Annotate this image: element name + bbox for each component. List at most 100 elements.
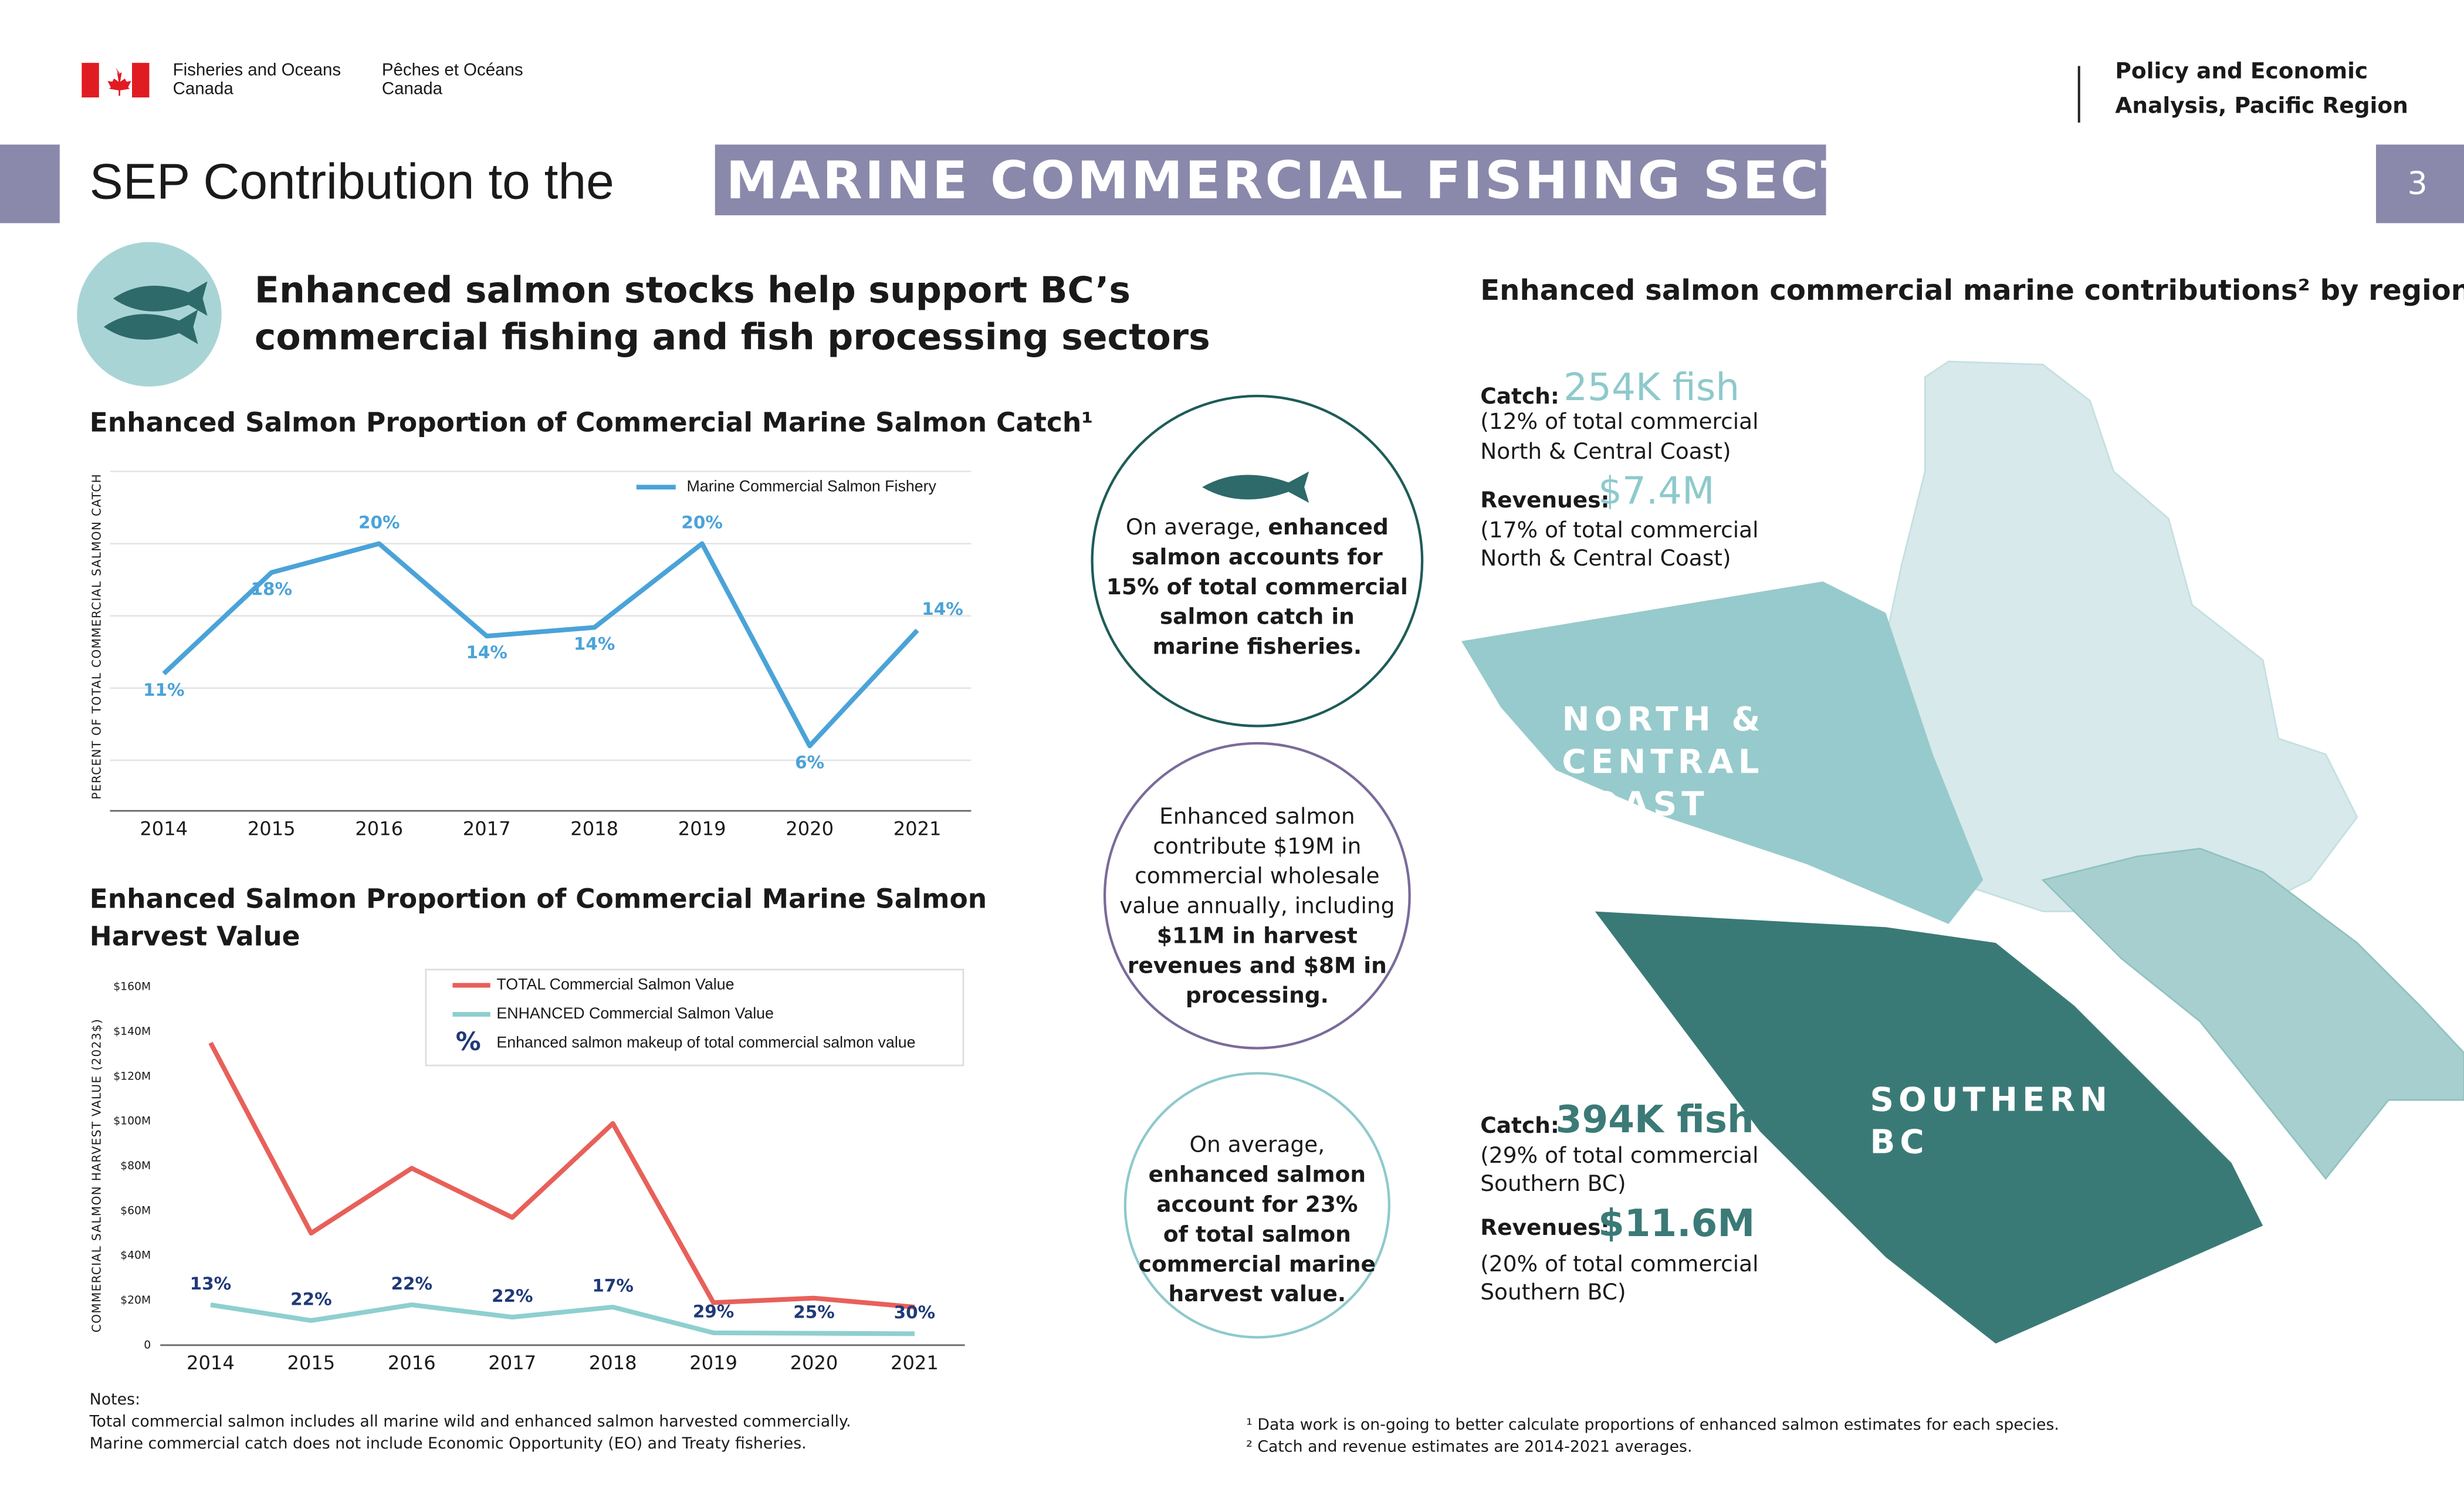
y-tick-label: $40M (120, 1250, 151, 1262)
data-label: 22% (290, 1289, 332, 1309)
callout-text: value annually, including (1119, 892, 1395, 918)
callout-line: revenues and $8M in (1128, 952, 1387, 978)
y-axis-label: COMMERCIAL SALMON HARVEST VALUE (2023$) (90, 1018, 104, 1332)
callout-circle (1091, 394, 1424, 727)
callout-text: marine fisheries. (1153, 633, 1362, 659)
dept-fr: Pêches et Océans (382, 60, 523, 79)
intro-heading: Enhanced salmon stocks help support BC’s (255, 269, 1131, 311)
callout-text: $11M in harvest (1157, 922, 1358, 948)
callout-text: contribute $19M in (1153, 832, 1361, 858)
data-label: 25% (793, 1302, 834, 1322)
x-tick-label: 2014 (187, 1352, 235, 1374)
legend-symbol: % (456, 1027, 481, 1057)
revenue-value: $11.6M (1598, 1201, 1755, 1245)
y-tick-label: $20M (120, 1294, 151, 1307)
callout-text: On average, (1126, 514, 1268, 540)
catch-value: 394K fish (1556, 1098, 1754, 1142)
callout-line: enhanced salmon (1149, 1161, 1366, 1187)
y-tick-label: $100M (113, 1115, 151, 1128)
title-band (0, 144, 60, 224)
callout-text: processing. (1186, 982, 1329, 1008)
dept-en: Canada (173, 79, 234, 98)
x-tick-label: 2021 (891, 1352, 939, 1374)
callout-line: $11M in harvest (1157, 922, 1358, 948)
fish-icon (1202, 471, 1309, 503)
chart-title: Enhanced Salmon Proportion of Commercial… (90, 883, 987, 914)
data-label: 22% (391, 1274, 433, 1294)
x-tick-label: 2015 (248, 817, 296, 840)
catch-note: North & Central Coast) (1480, 438, 1731, 464)
x-tick-label: 2019 (689, 1352, 737, 1374)
callout-line: harvest value. (1169, 1281, 1346, 1307)
data-label: 17% (592, 1276, 634, 1296)
note: Total commercial salmon includes all mar… (89, 1413, 851, 1431)
y-tick-label: $80M (120, 1160, 151, 1172)
revenue-note: North & Central Coast) (1480, 545, 1731, 571)
callout-line: marine fisheries. (1153, 633, 1362, 659)
callout-line: salmon accounts for (1132, 543, 1383, 569)
revenue-note: (17% of total commercial (1480, 517, 1758, 543)
x-tick-label: 2021 (893, 817, 942, 840)
callout-text: enhanced (1268, 514, 1388, 540)
callout-line: of total salmon (1163, 1221, 1351, 1247)
revenue-value: $7.4M (1598, 469, 1715, 513)
x-tick-label: 2019 (678, 817, 726, 840)
legend-label: TOTAL Commercial Salmon Value (496, 976, 734, 993)
callout-line: On average, (1190, 1131, 1325, 1157)
callout-text: account for 23% (1156, 1191, 1358, 1217)
callout-line: On average, enhanced (1126, 514, 1389, 540)
chart-title: Enhanced Salmon Proportion of Commercial… (90, 407, 1094, 438)
callout-circle (1103, 742, 1411, 1050)
revenue-note: Southern BC) (1480, 1279, 1626, 1305)
footnote: ¹ Data work is on-going to better calcul… (1246, 1416, 2059, 1434)
callout-line: commercial marine (1139, 1251, 1376, 1277)
callout-text: salmon accounts for (1132, 543, 1383, 569)
catch-note: (29% of total commercial (1480, 1142, 1758, 1168)
x-tick-label: 2015 (287, 1352, 335, 1374)
dept-en: Fisheries and Oceans (173, 60, 341, 79)
data-label: 14% (466, 642, 507, 662)
x-tick-label: 2020 (786, 817, 834, 840)
callout-line: salmon catch in (1160, 603, 1355, 629)
y-tick-label: $60M (120, 1204, 151, 1217)
data-label: 20% (358, 512, 400, 532)
region-name: COAST (1562, 786, 1709, 824)
data-label: 29% (693, 1302, 735, 1322)
data-label: 6% (795, 752, 824, 772)
catch-note: (12% of total commercial (1480, 408, 1758, 434)
x-tick-label: 2014 (140, 817, 188, 840)
x-tick-label: 2018 (589, 1352, 637, 1374)
series-line (162, 541, 919, 749)
title-prefix: SEP Contribution to the (90, 154, 614, 210)
y-tick-label: $140M (113, 1025, 151, 1038)
fish-icon (103, 281, 208, 344)
chart-title: Harvest Value (90, 921, 300, 952)
y-tick-label: 0 (144, 1339, 151, 1351)
data-label: 30% (894, 1302, 936, 1322)
callout-line: account for 23% (1156, 1191, 1358, 1217)
region-name: BC (1870, 1123, 1929, 1162)
revenue-label: Revenues: (1480, 487, 1609, 513)
region-name: CENTRAL (1562, 743, 1764, 781)
callout-circle (1123, 1072, 1390, 1339)
page-number-box (2376, 144, 2464, 224)
x-tick-label: 2016 (355, 817, 403, 840)
callout-line: commercial wholesale (1135, 862, 1380, 888)
callout-text: 15% of total commercial (1106, 573, 1408, 599)
y-axis-label: PERCENT OF TOTAL COMMERCIAL SALMON CATCH (90, 473, 104, 800)
x-tick-label: 2017 (463, 817, 511, 840)
x-tick-label: 2020 (790, 1352, 838, 1374)
callout-text: of total salmon (1163, 1221, 1351, 1247)
y-tick-label: $120M (113, 1070, 151, 1082)
catch-note: Southern BC) (1480, 1170, 1626, 1196)
callout-text: enhanced salmon (1149, 1161, 1366, 1187)
x-tick-label: 2017 (488, 1352, 536, 1374)
callout-line: Enhanced salmon (1159, 803, 1355, 828)
callout-text: salmon catch in (1160, 603, 1355, 629)
x-tick-label: 2016 (388, 1352, 436, 1374)
legend-label: Enhanced salmon makeup of total commerci… (496, 1034, 915, 1051)
callout-text: harvest value. (1169, 1281, 1346, 1307)
catch-label: Catch: (1480, 1112, 1559, 1138)
revenue-note: (20% of total commercial (1480, 1251, 1758, 1277)
region-name: SOUTHERN (1870, 1081, 2113, 1119)
